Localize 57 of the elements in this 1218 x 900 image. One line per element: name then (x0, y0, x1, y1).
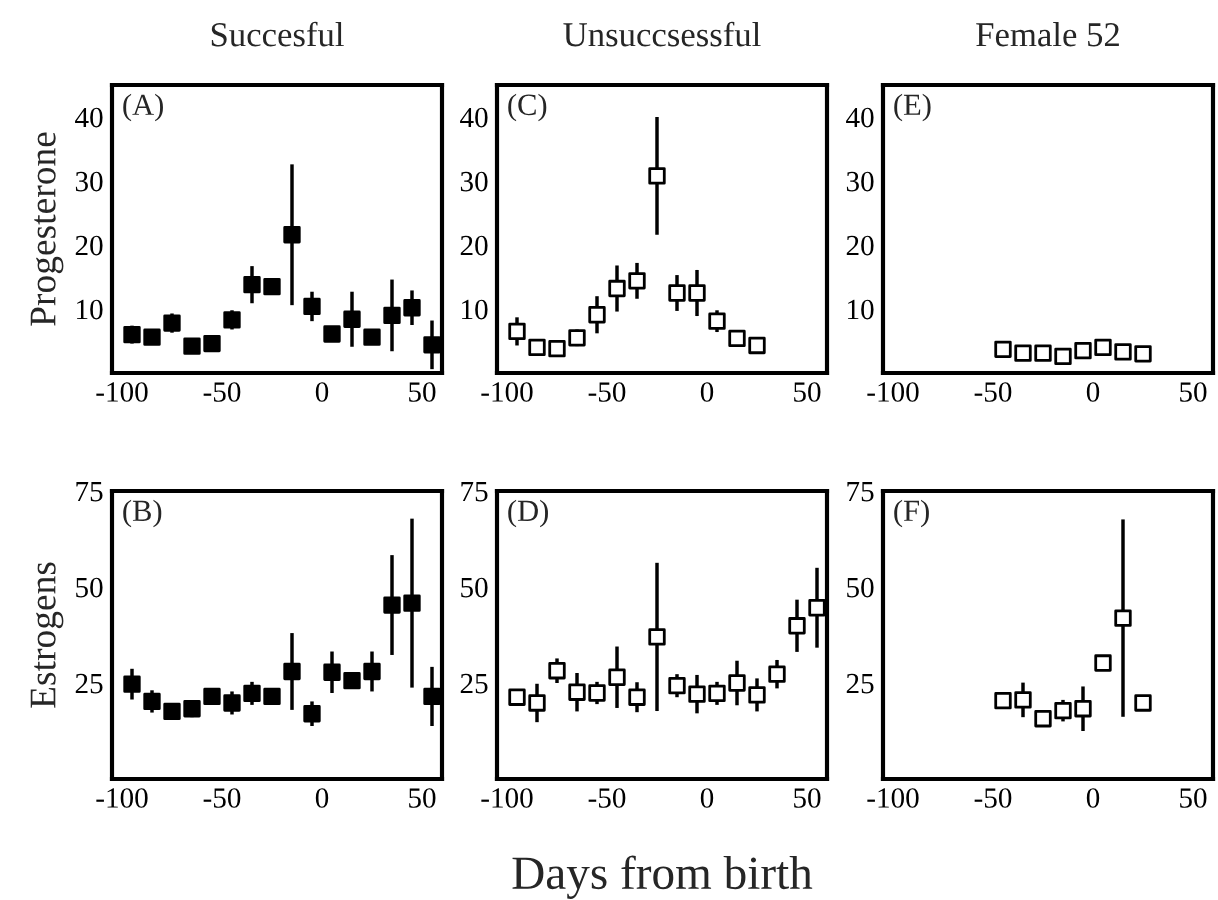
y-tick-label: 25 (460, 673, 488, 694)
x-tick-label: -100 (867, 382, 919, 402)
y-tick-label: 50 (76, 577, 103, 598)
y-tick-label: 30 (460, 171, 488, 192)
x-tick-label: 50 (794, 382, 821, 402)
x-tick-label: -100 (96, 788, 148, 808)
y-tick-label: 10 (77, 299, 103, 320)
y-tick-label: 50 (847, 577, 874, 598)
annotation: (E) (894, 93, 931, 122)
x-tick-label: -100 (867, 788, 919, 808)
x-tick-label: 50 (409, 788, 436, 808)
y-tick-label: 25 (75, 673, 103, 694)
x-axis-title: Days from birth (512, 855, 813, 899)
x-tick-label: 50 (1180, 382, 1207, 402)
x-tick-label: -50 (203, 788, 241, 808)
y-tick-label: 40 (75, 107, 103, 128)
y-tick-label: 30 (75, 171, 103, 192)
x-tick-label: -100 (481, 382, 533, 402)
y-tick-label: 20 (846, 235, 874, 256)
x-tick-label: -50 (974, 788, 1012, 808)
x-tick-label: 0 (1086, 382, 1100, 402)
annotation: (A) (123, 93, 163, 122)
chart-title: Female 52 (976, 22, 1119, 47)
x-tick-label: -50 (588, 382, 626, 402)
chart-title: Unsuccsessful (563, 21, 761, 47)
y-tick-label: 50 (461, 577, 488, 598)
x-tick-label: 50 (1180, 788, 1207, 808)
y-tick-label: 75 (847, 482, 874, 502)
x-tick-label: -100 (96, 382, 148, 402)
x-tick-label: -100 (481, 788, 533, 808)
x-tick-label: 0 (700, 788, 714, 808)
y-tick-label: 25 (846, 673, 874, 694)
x-tick-label: 50 (409, 382, 436, 402)
annotation: (D) (508, 499, 548, 528)
x-tick-label: -50 (588, 788, 626, 808)
y-tick-label: 20 (75, 235, 103, 256)
annotation: (F) (894, 499, 929, 528)
y-tick-label: 10 (462, 299, 488, 320)
y-tick-label: 40 (460, 107, 488, 128)
x-tick-label: -50 (203, 382, 241, 402)
y-axis-title: Progesterone (30, 132, 64, 326)
x-tick-label: 0 (315, 788, 329, 808)
annotation: (C) (508, 93, 547, 122)
x-tick-label: 0 (1086, 788, 1100, 808)
x-tick-label: 50 (794, 788, 821, 808)
y-tick-label: 30 (846, 171, 874, 192)
x-tick-label: 0 (315, 382, 329, 402)
y-tick-label: 20 (460, 235, 488, 256)
x-tick-label: 0 (700, 382, 714, 402)
y-tick-label: 75 (76, 482, 103, 502)
y-axis-title: Estrogens (30, 562, 64, 708)
y-tick-label: 75 (461, 482, 488, 502)
y-tick-label: 10 (848, 299, 874, 320)
y-tick-label: 40 (846, 107, 874, 128)
x-tick-label: -50 (974, 382, 1012, 402)
annotation: (B) (123, 499, 162, 528)
chart-title: Succesful (211, 21, 344, 47)
